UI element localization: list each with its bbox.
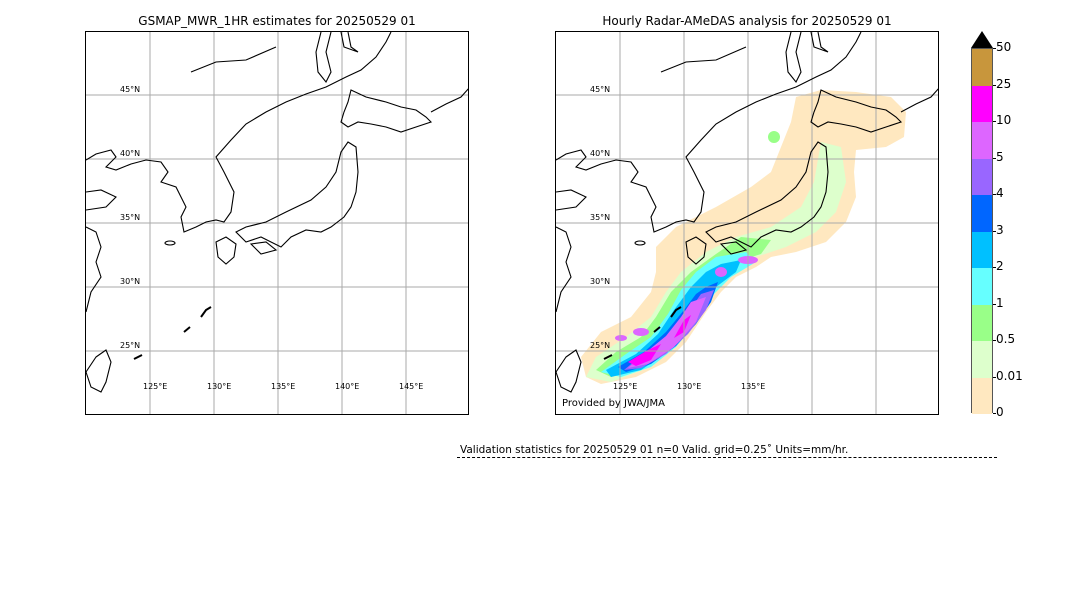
lon-label-140: 140°E	[335, 382, 360, 391]
colorbar-seg-5-10	[972, 122, 992, 159]
colorbar-seg-2-3	[972, 231, 992, 268]
colorbar-tick-0.5: 0.5	[992, 332, 1016, 346]
colorbar-seg-4-5	[972, 158, 992, 195]
lat-label-30: 30°N	[590, 277, 611, 286]
lat-label-35: 35°N	[590, 213, 611, 222]
lat-label-45: 45°N	[120, 85, 141, 94]
left-map-title: GSMAP_MWR_1HR estimates for 20250529 01	[138, 14, 416, 28]
left-map-canvas	[86, 32, 468, 414]
lon-label-135: 135°E	[741, 382, 766, 391]
colorbar-seg-0.01-0.5	[972, 341, 992, 378]
colorbar-seg-1-2	[972, 268, 992, 305]
colorbar-extend-arrow	[971, 31, 993, 48]
left-map: 45°N 40°N 35°N 30°N 25°N 125°E 130°E 135…	[85, 31, 469, 415]
lat-label-40: 40°N	[590, 149, 611, 158]
colorbar-seg-25-50	[972, 49, 992, 86]
lat-label-35: 35°N	[120, 213, 141, 222]
lat-label-40: 40°N	[120, 149, 141, 158]
colorbar-tick-3: 3	[993, 223, 1004, 237]
coastlines	[86, 32, 468, 393]
colorbar-tick-2: 2	[993, 259, 1004, 273]
colorbar-tick-25: 25	[992, 77, 1012, 91]
lat-label-30: 30°N	[120, 277, 141, 286]
colorbar	[971, 48, 993, 414]
colorbar-tick-5: 5	[993, 150, 1004, 164]
lon-label-125: 125°E	[613, 382, 638, 391]
lon-label-125: 125°E	[143, 382, 168, 391]
colorbar-tick-10: 10	[992, 113, 1012, 127]
lon-label-130: 130°E	[207, 382, 232, 391]
lon-label-135: 135°E	[271, 382, 296, 391]
colorbar-seg-0.5-1	[972, 304, 992, 341]
lat-label-25: 25°N	[120, 341, 141, 350]
colorbar-seg-3-4	[972, 195, 992, 232]
colorbar-seg-10-25	[972, 85, 992, 122]
gridlines	[556, 32, 938, 414]
precip-layer	[581, 90, 906, 384]
colorbar-tick-0: 0	[993, 405, 1004, 419]
lat-label-45: 45°N	[590, 85, 611, 94]
lon-label-145: 145°E	[399, 382, 424, 391]
colorbar-seg-0-0.01	[972, 377, 992, 414]
right-map: 45°N 40°N 35°N 30°N 25°N 125°E 130°E 135…	[555, 31, 939, 415]
right-map-title: Hourly Radar-AMeDAS analysis for 2025052…	[602, 14, 892, 28]
right-map-canvas	[556, 32, 938, 414]
lat-label-25: 25°N	[590, 341, 611, 350]
stats-divider	[457, 457, 997, 458]
data-credit: Provided by JWA/JMA	[562, 398, 665, 409]
colorbar-tick-1: 1	[993, 296, 1004, 310]
colorbar-tick-0.01: 0.01	[993, 369, 1023, 383]
colorbar-tick-4: 4	[993, 186, 1004, 200]
validation-stats: Validation statistics for 20250529 01 n=…	[460, 444, 849, 456]
coastlines	[556, 32, 938, 393]
colorbar-tick-50: 50	[992, 40, 1012, 54]
lon-label-130: 130°E	[677, 382, 702, 391]
gridlines	[86, 32, 468, 414]
